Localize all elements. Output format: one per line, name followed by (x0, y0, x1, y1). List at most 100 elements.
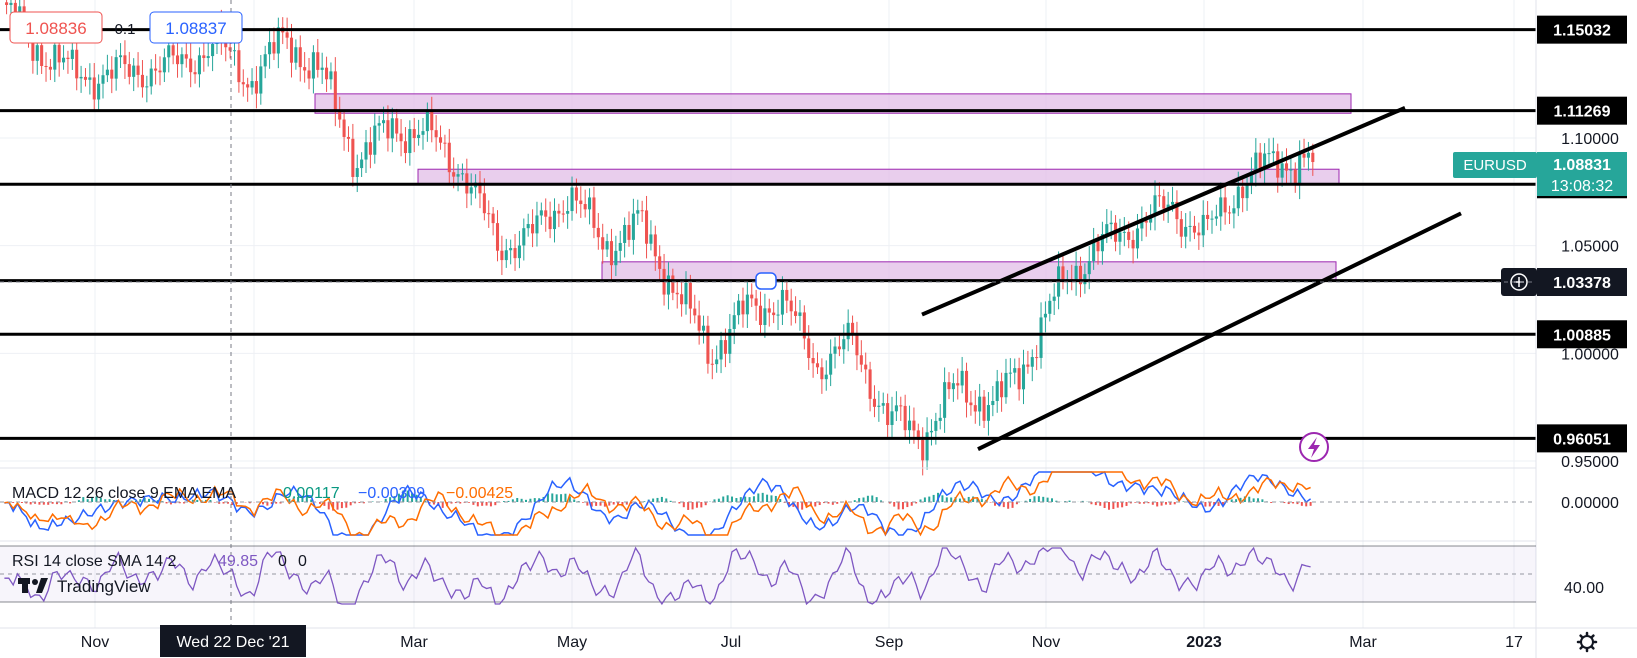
candle (824, 360, 828, 391)
candle-body (259, 66, 263, 94)
candle-body (1118, 232, 1122, 242)
candle-body (351, 138, 355, 177)
candle-body (693, 308, 697, 316)
candle-body (986, 405, 990, 421)
candle (916, 423, 920, 450)
candle-body (772, 312, 776, 316)
candle (119, 43, 123, 69)
macd-hist-value: −0.00425 (446, 485, 513, 502)
macd-value: 0.00117 (283, 485, 340, 502)
candle (1289, 157, 1293, 185)
candle (859, 340, 863, 373)
candle-body (929, 430, 933, 433)
candle (443, 134, 447, 158)
candle (596, 213, 600, 250)
candle (636, 199, 640, 226)
candle (855, 321, 859, 371)
candle-body (710, 363, 714, 365)
rsi-ma-value: 0 (278, 553, 287, 570)
candle (544, 198, 548, 232)
candle-body (1149, 215, 1153, 223)
price-axis[interactable]: 1.150321.112691.078521.008850.960511.100… (1537, 15, 1627, 597)
candle-body (123, 55, 127, 65)
candle-body (171, 45, 175, 56)
candle (1004, 358, 1008, 404)
candle (1267, 138, 1271, 167)
candle-body (1201, 214, 1205, 236)
candle (430, 96, 434, 143)
candle (403, 127, 407, 164)
candle (890, 396, 894, 438)
candle-body (1166, 204, 1170, 209)
candle-body (688, 282, 692, 309)
crosshair-price-tag[interactable]: 1.03378 (1501, 268, 1627, 296)
candle-body (890, 411, 894, 425)
candle-body (531, 224, 535, 234)
candle (732, 302, 736, 345)
candle (246, 77, 250, 102)
candle-body (864, 364, 868, 370)
candle (763, 293, 767, 338)
candle-body (1214, 216, 1218, 219)
candle-body (868, 369, 872, 399)
candle (1223, 184, 1227, 225)
candle (307, 57, 311, 90)
tradingview-logo[interactable]: TradingView (18, 577, 151, 596)
candle-body (903, 405, 907, 431)
candle (1118, 218, 1122, 255)
candle (566, 196, 570, 229)
candle-body (373, 125, 377, 155)
price-zone-3 (601, 261, 1337, 282)
candle (79, 65, 83, 93)
trend-channel[interactable] (921, 106, 1462, 451)
candle-body (938, 417, 942, 421)
candle-body (557, 210, 561, 214)
bid-ask-tags[interactable]: 1.08836 0.1 1.08837 (9, 11, 243, 44)
candle-body (31, 37, 35, 61)
candle-body (145, 86, 149, 88)
candle (671, 268, 675, 301)
settings-gear-icon[interactable] (1576, 631, 1598, 653)
candle-body (62, 57, 66, 63)
candle (697, 300, 701, 345)
rsi-value: 49.85 (218, 553, 258, 570)
candle-body (154, 68, 158, 71)
horizontal-levels[interactable] (0, 28, 1536, 440)
candle-body (430, 109, 434, 131)
rsi-label: RSI 14 close SMA 14 2 (12, 553, 177, 570)
candle (254, 66, 258, 109)
candle-body (851, 322, 855, 335)
candle-body (566, 211, 570, 214)
candle-body (1293, 169, 1297, 185)
candle (701, 315, 706, 344)
candle-body (741, 300, 745, 315)
lightning-icon[interactable] (1299, 432, 1329, 462)
macd-legend[interactable]: MACD 12 26 close 9 EMA EMA 0.00117 −0.00… (12, 485, 513, 502)
candle (886, 393, 890, 439)
candle-body (289, 37, 294, 63)
drawing-anchor-handle[interactable] (755, 272, 777, 290)
candle (592, 186, 596, 239)
candle (62, 45, 66, 70)
candle-body (1271, 151, 1275, 154)
candle (526, 213, 530, 237)
candle (1021, 349, 1026, 405)
time-axis[interactable]: Nov Mar May Jul Sep Nov 2023 Mar 17 (81, 634, 1523, 651)
candle (421, 117, 425, 150)
candle (145, 75, 149, 103)
candle-body (982, 396, 986, 421)
crosshair-plus-icon[interactable] (1510, 273, 1528, 291)
candle (417, 119, 421, 146)
candle (75, 34, 79, 91)
candle-body (561, 213, 565, 215)
rsi-legend[interactable]: RSI 14 close SMA 14 2 49.85 0 0 (12, 553, 307, 570)
candle (285, 17, 289, 49)
candle (535, 201, 539, 247)
candle-body (1219, 197, 1223, 217)
candle-body (1127, 231, 1131, 240)
candle (289, 23, 294, 78)
candle-body (991, 400, 995, 406)
candle-body (408, 129, 412, 154)
candle-body (802, 312, 806, 339)
